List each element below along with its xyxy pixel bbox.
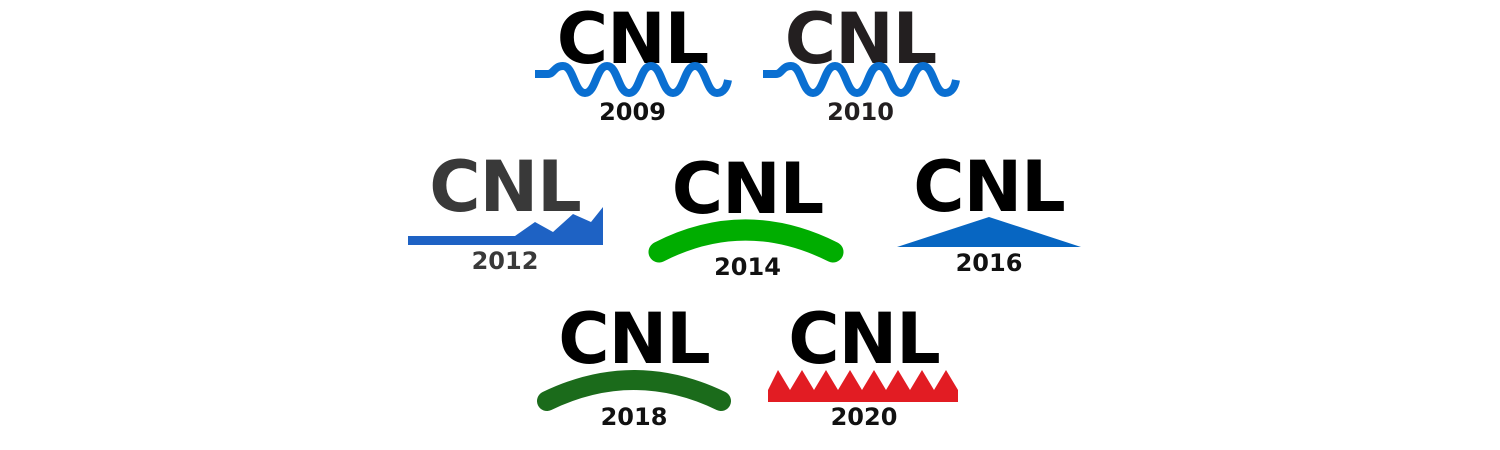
logo-year: 2010 — [827, 98, 894, 126]
logo-2018: CNL 2018 — [535, 300, 733, 435]
logo-wordmark: CNL — [788, 298, 941, 380]
logo-year: 2016 — [955, 249, 1023, 277]
logo-wordmark: CNL — [429, 146, 582, 228]
arc-swoosh-icon — [648, 219, 844, 263]
logo-wordmark: CNL — [671, 148, 825, 230]
arc-swoosh-icon — [537, 370, 731, 411]
triangle-roof-icon — [897, 217, 1081, 247]
logo-year: 2014 — [714, 253, 781, 281]
logo-wordmark: CNL — [784, 0, 938, 80]
logo-wordmark: CNL — [913, 146, 1066, 228]
logo-2014: CNL 2014 — [645, 150, 850, 285]
logo-2009: CNL 2009 — [530, 0, 735, 130]
logo-year: 2009 — [599, 98, 666, 126]
logo-wordmark: CNL — [556, 0, 710, 80]
logo-wordmark: CNL — [558, 298, 711, 380]
logo-2020: CNL 2020 — [765, 300, 963, 435]
rising-chart-line-icon — [408, 207, 603, 245]
wave-line-icon — [763, 62, 960, 97]
sawtooth-crown-icon — [768, 370, 958, 402]
logo-2012: CNL 2012 — [405, 150, 605, 280]
logo-2010: CNL 2010 — [758, 0, 963, 130]
logo-year: 2020 — [830, 403, 898, 431]
logo-year: 2012 — [471, 247, 539, 275]
logo-year: 2018 — [600, 403, 668, 431]
wave-line-icon — [535, 62, 732, 97]
logo-2016: CNL 2016 — [895, 150, 1083, 285]
